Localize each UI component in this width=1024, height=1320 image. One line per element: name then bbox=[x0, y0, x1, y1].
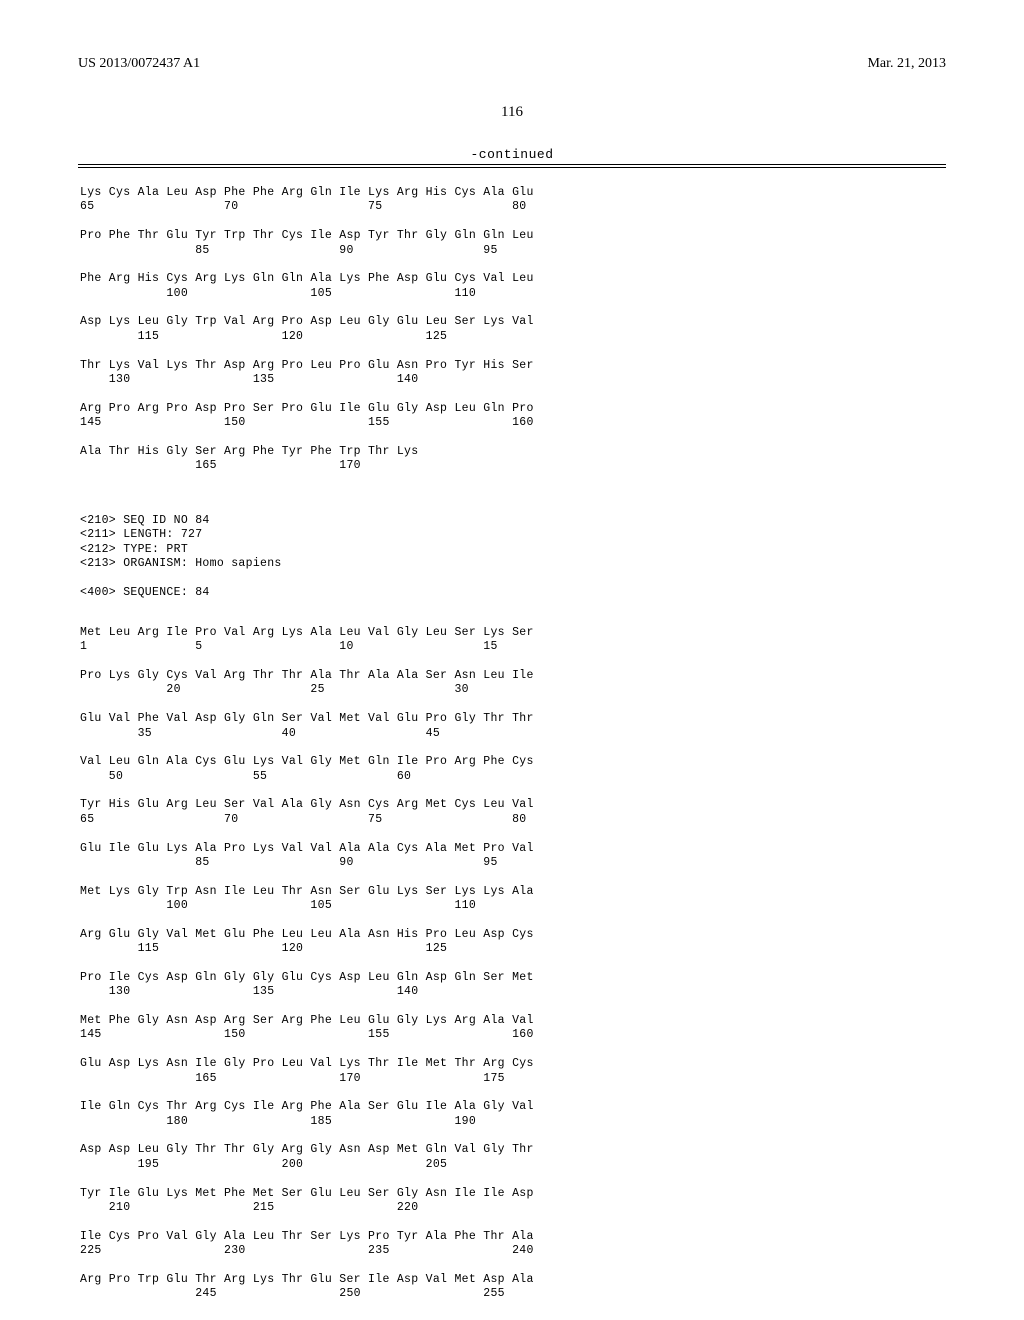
page-number: 116 bbox=[78, 104, 946, 121]
continued-label: -continued bbox=[78, 147, 946, 162]
sequence-83-block: Lys Cys Ala Leu Asp Phe Phe Arg Gln Ile … bbox=[80, 186, 946, 502]
sequence-84-block: Met Leu Arg Ile Pro Val Arg Lys Ala Leu … bbox=[80, 626, 946, 1302]
header-publication-number: US 2013/0072437 A1 bbox=[78, 56, 200, 72]
header-publication-date: Mar. 21, 2013 bbox=[867, 56, 946, 72]
page-container: US 2013/0072437 A1 Mar. 21, 2013 116 -co… bbox=[0, 0, 1024, 1320]
sequence-84-header: <210> SEQ ID NO 84 <211> LENGTH: 727 <21… bbox=[80, 514, 946, 615]
divider-top bbox=[78, 164, 946, 165]
divider-thin bbox=[78, 167, 946, 168]
